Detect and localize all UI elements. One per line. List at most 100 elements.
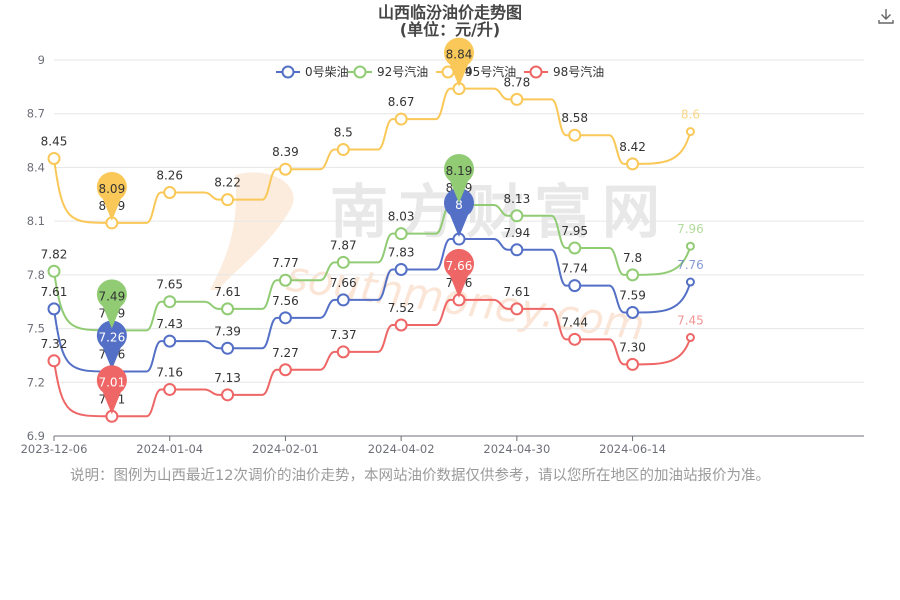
data-point (47, 302, 61, 316)
data-point (278, 273, 292, 287)
data-label: 8.22 (214, 176, 241, 190)
data-point (394, 318, 408, 332)
data-point (510, 209, 524, 223)
data-point (336, 255, 350, 269)
x-tick-label: 2024-04-30 (483, 442, 550, 456)
y-tick-label: 7.5 (27, 322, 45, 336)
data-point (47, 264, 61, 278)
data-label: 7.59 (619, 288, 646, 302)
y-tick-label: 8.7 (27, 107, 45, 121)
chart-note: 说明：图例为山西最近12次调价的油价走势，本网站油价数据仅供参考，请以您所在地区… (70, 468, 770, 484)
data-label: 7.30 (619, 340, 646, 354)
data-label: 7.61 (503, 285, 530, 299)
y-tick-label: 7.2 (27, 375, 45, 389)
data-point (336, 143, 350, 157)
data-point (221, 341, 235, 355)
download-icon[interactable] (876, 6, 896, 26)
legend-symbol (281, 65, 295, 79)
pin-shape (444, 154, 474, 204)
chart-title-main: 山西临汾油价走势图 (377, 3, 522, 22)
data-point (278, 363, 292, 377)
data-point (626, 268, 640, 282)
series-line (53, 238, 692, 373)
x-tick-label: 2024-06-14 (599, 442, 666, 456)
data-label: 7.32 (41, 337, 68, 351)
pin-shape (96, 279, 127, 329)
pin-marker: 8.19 (444, 154, 474, 204)
data-point (221, 193, 235, 207)
data-point (568, 241, 582, 255)
data-point (221, 388, 235, 402)
data-point (685, 127, 695, 137)
data-label: 7.65 (156, 278, 183, 292)
line-chart: 南方财富网 southmoney.com 6.97.27.57.88.18.48… (21, 37, 864, 456)
data-point (568, 332, 582, 346)
y-tick-label: 7.8 (27, 268, 45, 282)
data-point (568, 279, 582, 293)
data-point (685, 333, 695, 343)
data-point (626, 305, 640, 319)
data-label: 8.67 (388, 95, 415, 109)
legend-symbol (353, 65, 367, 79)
data-label: 7.37 (330, 328, 357, 342)
pin-marker: 7.26 (96, 320, 127, 370)
pin-marker: 8.09 (96, 171, 127, 221)
data-label: 7.27 (272, 346, 299, 360)
data-point (163, 185, 177, 199)
pin-shape (96, 171, 127, 221)
x-tick-label: 2024-02-01 (252, 442, 319, 456)
data-point (568, 128, 582, 142)
y-tick-label: 9 (38, 53, 45, 67)
data-label: 7.66 (330, 276, 357, 290)
data-point (510, 92, 524, 106)
data-point (47, 354, 61, 368)
data-label: 8.5 (334, 126, 353, 140)
data-label: 7.61 (214, 285, 241, 299)
legend-item: 92号汽油 (348, 64, 428, 79)
pin-marker: 7.66 (444, 248, 475, 298)
data-point (336, 345, 350, 359)
pin-marker: 8 (444, 188, 474, 238)
pin-label: 8 (455, 198, 463, 212)
pin-shape (444, 37, 474, 87)
y-tick-label: 8.1 (27, 214, 45, 228)
pin-shape (96, 365, 127, 415)
legend-symbol (529, 65, 543, 79)
x-tick-label: 2024-01-04 (136, 442, 203, 456)
chart-title: 山西临汾油价走势图 (单位：元/升) (0, 4, 900, 38)
data-point (510, 302, 524, 316)
data-label: 7.83 (388, 245, 415, 259)
pin-shape (444, 188, 474, 238)
data-label: 7.13 (214, 371, 241, 385)
y-tick-label: 6.9 (27, 429, 45, 443)
data-point (626, 157, 640, 171)
data-point (163, 295, 177, 309)
data-label: 7.61 (41, 285, 68, 299)
data-point (336, 293, 350, 307)
data-point (626, 357, 640, 371)
pin-marker: 8.84 (444, 37, 474, 87)
legend: 0号柴油 92号汽油 95号汽油 98号汽油 (276, 64, 604, 79)
series-line (53, 204, 692, 332)
pin-label: 7.26 (98, 331, 125, 345)
pin-label: 8.19 (446, 164, 473, 178)
data-label: 8.6 (681, 108, 700, 122)
data-label: 7.95 (561, 224, 588, 238)
series-line (53, 87, 692, 224)
watermark-logo-shape (210, 172, 294, 290)
legend-item: 0号柴油 (276, 65, 349, 79)
data-point (163, 382, 177, 396)
pin-marker: 7.49 (96, 279, 127, 329)
pin-marker: 7.01 (96, 365, 127, 415)
data-label: 7.45 (677, 314, 704, 328)
data-label: 7.87 (330, 238, 357, 252)
data-point (163, 334, 177, 348)
data-point (394, 262, 408, 276)
data-point (47, 151, 61, 165)
data-label: 7.76 (677, 258, 704, 272)
series-lines (47, 82, 695, 423)
data-label: 7.8 (623, 251, 642, 265)
series-line (53, 298, 692, 418)
data-point (685, 241, 695, 251)
data-label: 8.45 (41, 134, 68, 148)
